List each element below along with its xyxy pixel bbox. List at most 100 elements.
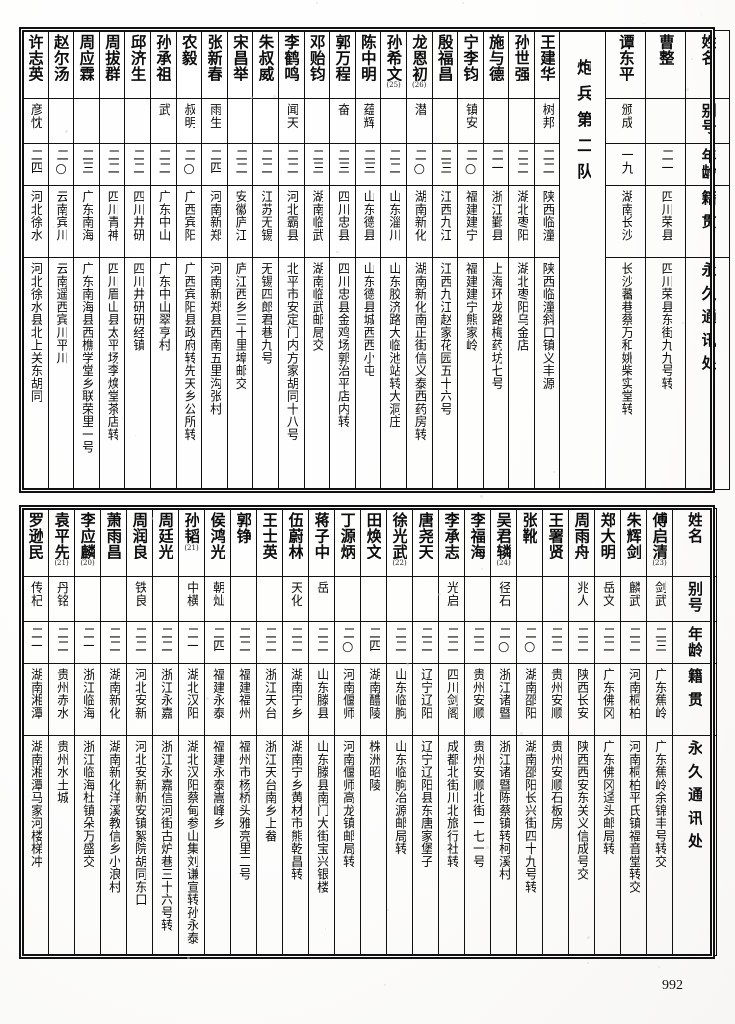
tables.0.entries.5.origin: 湖南新化 bbox=[413, 186, 426, 241]
name-wrapper: 赵尔汤 bbox=[49, 31, 74, 98]
cell-name: 周拔群 bbox=[99, 31, 125, 99]
name-wrapper: 许志英 bbox=[23, 31, 48, 98]
tables.1.entries.1.origin: 河南桐柏 bbox=[627, 664, 640, 719]
scan-speckle bbox=[135, 435, 136, 436]
tables.1.entries.9.address: 辽宁辽阳县东唐家堡子 bbox=[419, 736, 432, 868]
tables.0.entries.18.address: 广东南海县西樵学堂乡联荣里一号 bbox=[80, 258, 93, 453]
tables.1.entries.6.origin: 浙江诸暨 bbox=[497, 664, 510, 719]
cell-age: 二二 bbox=[153, 622, 179, 664]
tables.0.entries.5.name: 龙恩初 bbox=[411, 31, 427, 81]
cell-origin: 广东中山 bbox=[150, 186, 176, 258]
tables.0.entries.4.name: 殷福昌 bbox=[437, 31, 453, 81]
tables.0.entries.8.name: 郭万程 bbox=[335, 31, 351, 81]
tables.1.entries.19.age: 二二 bbox=[159, 622, 172, 653]
cell-alias bbox=[432, 99, 458, 144]
name-wrapper: 萧雨昌 bbox=[101, 509, 126, 576]
tables.1.entries.6.alias: 径石 bbox=[497, 577, 510, 607]
tables.0.entries.4.address: 江西九江赵家花园五十六号 bbox=[438, 258, 451, 415]
cell-origin: 河北徐水 bbox=[23, 186, 49, 258]
cell-age: 二二 bbox=[150, 144, 176, 186]
cell-origin: 江苏无锡 bbox=[253, 186, 279, 258]
cell-age: 二四 bbox=[202, 144, 228, 186]
tables.1.entries.7.age: 二二 bbox=[471, 622, 484, 653]
cell-address: 四川荣县东街九九号转 bbox=[646, 258, 686, 490]
table-row: 河北徐水 云南宾川 广东南海 四川青神 四川井研 广东中山 广西宾阳 河南新郑 安徽庐江 江苏无锡… bbox=[23, 186, 730, 258]
tables.0.entries.2.address: 上海环龙路梅药坊七号 bbox=[490, 258, 503, 390]
name-wrapper: 侯鸿光 bbox=[205, 509, 230, 576]
tables.1.entries.17.alias: 朝灿 bbox=[211, 577, 224, 607]
tables.1.entries.13.address: 山东滕县南门大街宝兴银楼 bbox=[315, 736, 328, 893]
tables.0.entries.7.name: 陈中明 bbox=[360, 31, 376, 81]
tables.1.entries.2.age: 二二 bbox=[601, 622, 614, 653]
cell-name: 龙恩初 (26) bbox=[406, 31, 432, 99]
cell-address: 庐江西乡三十里埠邮交 bbox=[227, 258, 253, 490]
cell-age: 二三 bbox=[647, 622, 673, 664]
name-wrapper: 谭东平 bbox=[606, 31, 645, 98]
tables.1.entries.11.age: 二四 bbox=[367, 622, 380, 653]
cell-address: 浙江永嘉信河街古炉巷三十六号转 bbox=[153, 736, 179, 956]
scan-speckle bbox=[218, 58, 220, 60]
cell-name: 罗逊民 bbox=[23, 509, 49, 577]
tables.0.entries.10.origin: 河北霸县 bbox=[285, 186, 298, 241]
tables.1.entries.22.age: 二一 bbox=[81, 622, 94, 653]
cell-name: 袁平先 (21) bbox=[49, 509, 75, 577]
tables.0.entries.9.address: 湖南临武邮局交 bbox=[310, 258, 323, 351]
cell-alias bbox=[153, 577, 179, 622]
cell-address: 辽宁辽阳县东唐家堡子 bbox=[413, 736, 439, 956]
cell-name: 孙世强 bbox=[509, 31, 535, 99]
cell-address: 浙江临海杜镇朵万盛交 bbox=[75, 736, 101, 956]
cell-origin: 贵州安顺 bbox=[465, 664, 491, 736]
name-wrapper: 施与德 bbox=[484, 31, 509, 98]
cell-origin: 广东南海 bbox=[74, 186, 100, 258]
cell-origin: 云南宾川 bbox=[48, 186, 74, 258]
tables.0.entries.9.origin: 湖南临武 bbox=[310, 186, 323, 241]
tables.1.entries.17.address: 福建永泰嵩峰乡 bbox=[211, 736, 224, 829]
cell-name: 曹整 bbox=[646, 31, 686, 99]
tables.0.entries.6.name: 孙希文 bbox=[386, 31, 402, 81]
cell-name: 吴君辚 (24) bbox=[491, 509, 517, 577]
cell-address: 山东德县城西西小屯 bbox=[355, 258, 381, 490]
cell-age: 二二 bbox=[127, 622, 153, 664]
cell-age: 二二 bbox=[439, 622, 465, 664]
cell-age: 二一 bbox=[23, 622, 49, 664]
cell-alias: 中横 bbox=[179, 577, 205, 622]
tables.1.entries.11.origin: 湖南醴陵 bbox=[367, 664, 380, 719]
scan-speckle bbox=[406, 663, 409, 666]
tables.1.entries.21.origin: 湖南新化 bbox=[107, 664, 120, 719]
cell-alias: 树邦 bbox=[534, 99, 560, 144]
cell-address: 广东蕉岭余锦丰号转交 bbox=[647, 736, 673, 956]
row-header-origin: 籍贯 bbox=[686, 186, 730, 258]
roster-table-bottom: 罗逊民 袁平先 (21) 李应麟 (20) 萧雨昌 周润良 周廷光 孙韬 (21) 侯鸿光 郭铮 王士英… bbox=[22, 508, 712, 956]
name-wrapper: 袁平先 (21) bbox=[49, 509, 74, 576]
cell-alias: 岳 bbox=[309, 577, 335, 622]
name-wrapper: 邓贻钧 bbox=[305, 31, 330, 98]
tables.0.entries.2.name: 施与德 bbox=[488, 31, 504, 81]
cell-age: 二二 bbox=[99, 144, 125, 186]
cell-origin: 湖南宁乡 bbox=[283, 664, 309, 736]
tables.1.entries.23.age: 二二 bbox=[55, 622, 68, 653]
cell-origin: 河北安新 bbox=[127, 664, 153, 736]
cell-address: 浙江诸暨陈蔡镇转柯溪村 bbox=[491, 736, 517, 956]
cell-alias: 传杞 bbox=[23, 577, 49, 622]
cell-name: 许志英 bbox=[23, 31, 49, 99]
tables.0.header_entries.0.address: 四川荣县东街九九号转 bbox=[660, 258, 673, 390]
cell-origin: 湖北汉阳 bbox=[179, 664, 205, 736]
cell-alias: 岳文 bbox=[595, 577, 621, 622]
cell-alias: 颁成 bbox=[606, 99, 646, 144]
tables.0.entries.0.alias: 树邦 bbox=[541, 99, 554, 129]
footnote-marker: (22) bbox=[392, 560, 406, 567]
cell-age: 二三 bbox=[330, 144, 356, 186]
table-row: 许志英 赵尔汤 周应霖 周拔群 邱济生 孙承祖 农毅 张新春 宋昌举 朱叔威 李鹤鸣 邓贻钧 郭万程 陈中… bbox=[23, 31, 730, 99]
footnote-marker: (26) bbox=[412, 82, 426, 89]
cell-alias: 径石 bbox=[491, 577, 517, 622]
tables.0.entries.3.name: 宁李钧 bbox=[462, 31, 478, 81]
tables.1.entries.20.age: 二二 bbox=[133, 622, 146, 653]
cell-name: 宁李钧 bbox=[458, 31, 484, 99]
name-wrapper: 周雨舟 bbox=[569, 509, 594, 576]
cell-name: 田焕文 bbox=[361, 509, 387, 577]
tables.0.entries.13.address: 河南新郑县西南五里沟张村 bbox=[208, 258, 221, 415]
row_labels.3: 籍贯 bbox=[687, 664, 702, 715]
tables.1.entries.18.origin: 湖北汉阳 bbox=[185, 664, 198, 719]
tables.0.entries.13.origin: 河南新郑 bbox=[208, 186, 221, 241]
row-header-age: 年龄 bbox=[673, 622, 717, 664]
